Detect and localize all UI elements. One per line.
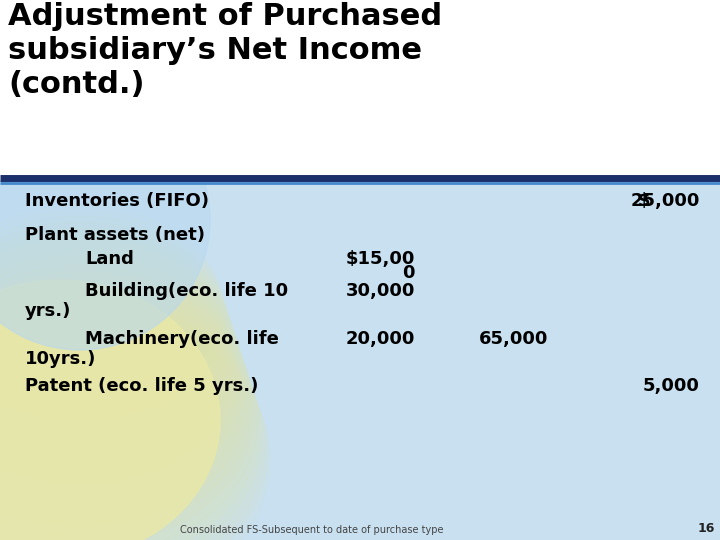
Text: Machinery(eco. life: Machinery(eco. life [85,330,279,348]
Ellipse shape [0,244,240,484]
Text: Consolidated FS-Subsequent to date of purchase type: Consolidated FS-Subsequent to date of pu… [180,525,444,535]
Ellipse shape [0,305,268,540]
Ellipse shape [0,272,253,537]
Ellipse shape [0,206,222,410]
Ellipse shape [0,211,225,421]
Text: 30,000: 30,000 [346,282,415,300]
Text: subsidiary’s Net Income: subsidiary’s Net Income [8,36,422,65]
Ellipse shape [0,255,245,505]
FancyBboxPatch shape [0,0,720,180]
Text: 20,000: 20,000 [346,330,415,348]
Text: Adjustment of Purchased: Adjustment of Purchased [8,2,442,31]
Ellipse shape [0,222,230,442]
Text: (contd.): (contd.) [8,70,145,99]
Ellipse shape [0,233,235,463]
Text: Land: Land [85,250,134,268]
Text: 10yrs.): 10yrs.) [25,350,96,368]
Ellipse shape [0,310,270,540]
FancyBboxPatch shape [0,180,720,540]
Text: Building(eco. life 10: Building(eco. life 10 [85,282,288,300]
Text: 25,000: 25,000 [631,192,700,210]
Ellipse shape [0,239,238,474]
Ellipse shape [0,299,265,540]
Text: Plant assets (net): Plant assets (net) [25,226,205,244]
Ellipse shape [0,282,258,540]
Ellipse shape [0,294,263,540]
Ellipse shape [0,288,260,540]
Ellipse shape [0,90,210,350]
Text: yrs.): yrs.) [25,302,71,320]
Ellipse shape [0,277,255,540]
Text: 16: 16 [698,522,715,535]
Text: 5,000: 5,000 [643,377,700,395]
Text: Inventories (FIFO): Inventories (FIFO) [25,192,209,210]
Ellipse shape [0,249,243,495]
Ellipse shape [0,260,248,516]
Text: $: $ [637,192,650,210]
Text: 0: 0 [402,264,415,282]
Ellipse shape [0,227,233,453]
Text: Patent (eco. life 5 yrs.): Patent (eco. life 5 yrs.) [25,377,258,395]
Ellipse shape [0,280,220,540]
Ellipse shape [0,266,250,526]
Ellipse shape [0,217,228,431]
Text: $15,00: $15,00 [346,250,415,268]
Text: 65,000: 65,000 [479,330,548,348]
